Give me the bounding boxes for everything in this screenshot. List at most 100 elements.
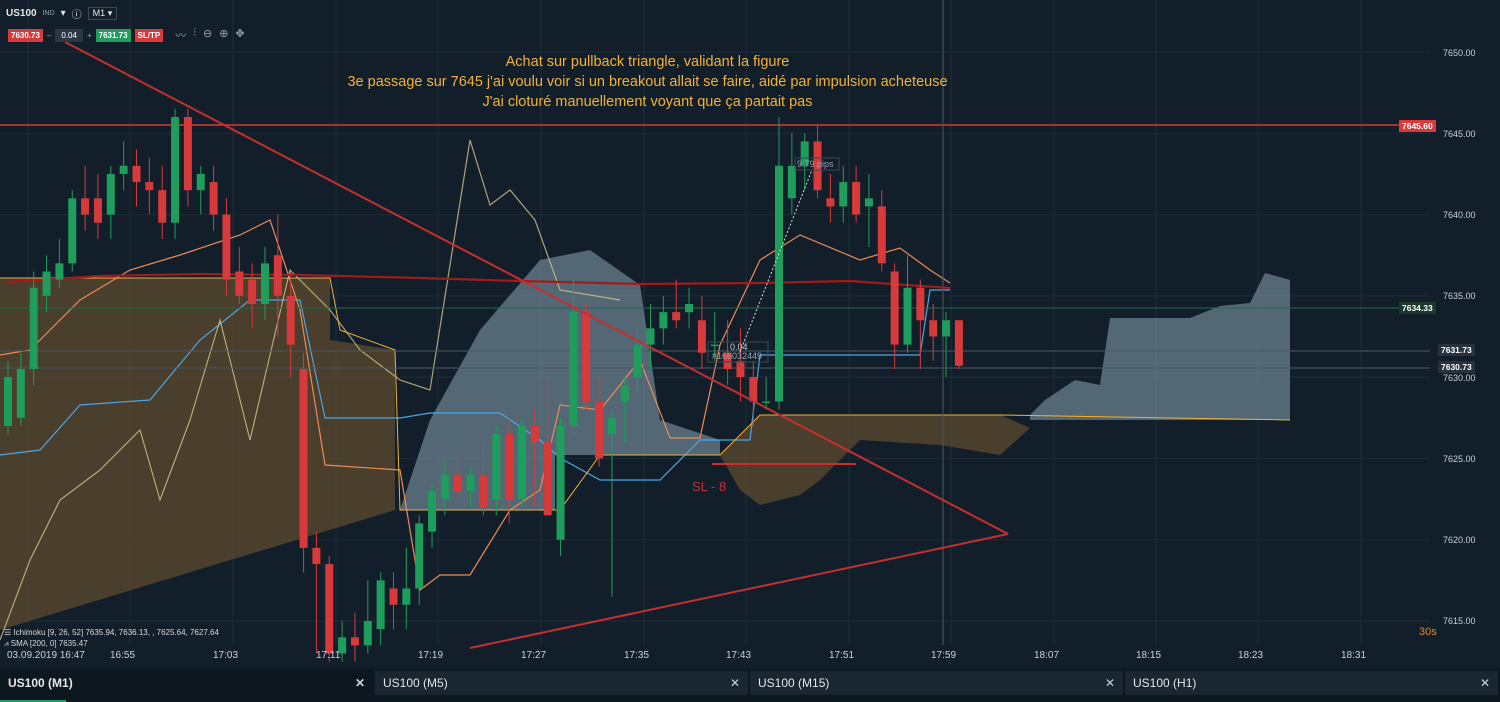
x-axis-label: 17:27 <box>521 650 547 661</box>
sma-legend[interactable]: ⩘ SMA [200, 0] 7635.47 <box>4 639 88 648</box>
tab-label: US100 (H1) <box>1133 676 1197 690</box>
x-axis-label: 17:03 <box>213 650 239 661</box>
tab-label: US100 (M15) <box>758 676 830 690</box>
candle-body <box>479 474 488 508</box>
tab-us100-m15[interactable]: US100 (M15) ✕ <box>750 671 1123 695</box>
trendline-lower <box>469 533 1009 649</box>
timeframe-select[interactable]: M1 ▾ <box>87 7 118 20</box>
buy-button[interactable]: 7631.73 <box>95 28 131 42</box>
candle-body <box>890 271 899 345</box>
active-tab-indicator <box>0 700 66 702</box>
candle-body <box>363 621 372 646</box>
x-axis-label: 18:15 <box>1136 650 1162 661</box>
candle-body <box>350 637 359 646</box>
candle-countdown: 30s <box>1419 626 1437 638</box>
candle-body <box>209 182 218 215</box>
candle-body <box>826 198 835 207</box>
x-axis-label: 17:51 <box>829 650 855 661</box>
ichimoku-cloud-bullish <box>400 250 720 510</box>
sma-price-tag: 7634.33 <box>1399 302 1436 314</box>
candle-body <box>93 198 102 223</box>
candle-body <box>813 141 822 191</box>
candle-body <box>929 320 938 337</box>
close-icon[interactable]: ✕ <box>729 676 740 690</box>
candle-body <box>158 190 167 223</box>
pips-box <box>794 157 840 171</box>
plus-button[interactable]: + <box>86 30 92 40</box>
candle-body <box>261 263 269 304</box>
chart-toolbar: US100 IND ▾ ⓘ M1 ▾ <box>6 6 118 21</box>
candle-body <box>710 344 719 347</box>
ask-price-tag: 7631.73 <box>1438 344 1475 356</box>
y-axis-label: 7625.00 <box>1443 454 1476 464</box>
y-axis-label: 7620.00 <box>1443 535 1476 545</box>
order-size-label: 0.04 <box>730 342 748 352</box>
candle-body <box>800 141 809 166</box>
candle-body <box>518 425 526 500</box>
close-icon[interactable]: ✕ <box>1104 676 1115 690</box>
candle-body <box>248 279 257 304</box>
zoom-in-icon[interactable]: ⊕ <box>219 28 229 40</box>
tab-us100-m5[interactable]: US100 (M5) ✕ <box>375 671 748 695</box>
y-axis-label: 7645.00 <box>1443 129 1476 139</box>
minus-button[interactable]: – <box>46 30 52 40</box>
chart-area[interactable]: 9.79 pips 0.04 #166032449 <box>0 0 1500 668</box>
ichimoku-cloud-bearish <box>720 415 1030 505</box>
symbol-label[interactable]: US100 <box>6 8 37 19</box>
timeframe-label: M1 <box>92 8 106 18</box>
candle-body <box>389 588 398 605</box>
quantity-field[interactable]: 0.04 <box>55 28 83 42</box>
tab-us100-h1[interactable]: US100 (H1) ✕ <box>1125 671 1498 695</box>
candle-body <box>852 182 861 215</box>
y-axis-label: 7650.00 <box>1443 48 1476 58</box>
info-icon[interactable]: ⓘ <box>71 10 82 21</box>
pips-label: 9.79 pips <box>797 159 834 169</box>
x-axis-label: 16:55 <box>110 650 136 661</box>
candle-body <box>68 198 77 264</box>
y-axis-label: 7615.00 <box>1443 616 1476 626</box>
x-axis-label: 18:23 <box>1238 650 1264 661</box>
candle-body <box>569 312 578 426</box>
candle-body <box>466 474 475 491</box>
annotation-line-1: Achat sur pullback triangle, validant la… <box>505 54 790 70</box>
tab-us100-m1[interactable]: US100 (M1) ✕ <box>0 671 373 695</box>
sell-button[interactable]: 7630.73 <box>8 28 43 42</box>
candle-body <box>839 182 848 207</box>
candle-body <box>376 580 385 630</box>
candle-body <box>607 417 616 435</box>
order-id-label: #166032449 <box>712 351 762 361</box>
ichimoku-legend-text: Ichimoku [9, 26, 52] 7635.94, 7636.13, ,… <box>13 628 219 637</box>
candle-body <box>415 523 424 589</box>
candle-body <box>736 360 745 378</box>
market-label: IND <box>42 10 55 17</box>
x-axis-label: 18:31 <box>1341 650 1367 661</box>
candle-body <box>338 637 347 654</box>
sltp-button[interactable]: SL/TP <box>134 28 164 42</box>
bid-price-tag: 7630.73 <box>1438 361 1475 373</box>
trendline-upper <box>64 41 1009 535</box>
candle-body <box>29 287 38 370</box>
resistance-price-tag: 7645.60 <box>1399 120 1436 132</box>
order-box <box>707 341 769 363</box>
zoom-out-icon[interactable]: ⊖ <box>202 28 213 40</box>
symbol-dropdown-icon[interactable]: ▾ <box>60 8 66 19</box>
ichimoku-legend[interactable]: ☰ Ichimoku [9, 26, 52] 7635.94, 7636.13,… <box>4 628 219 637</box>
candle-body <box>428 490 437 532</box>
candle-body <box>106 173 115 215</box>
candle-body <box>325 564 334 654</box>
chart-type-icon[interactable]: 〰 <box>175 30 187 42</box>
trade-path-line <box>739 169 813 353</box>
x-axis-label: 03.09.2019 16:47 <box>7 650 85 661</box>
sl-label: SL - 8 <box>692 479 727 494</box>
x-axis-label: 18:07 <box>1034 650 1060 661</box>
candle-body <box>775 165 783 402</box>
candle-body <box>440 474 449 500</box>
close-icon[interactable]: ✕ <box>354 676 365 690</box>
close-icon[interactable]: ✕ <box>1479 676 1490 690</box>
indicators-icon[interactable]: ⫶ <box>193 27 196 39</box>
crosshair-icon[interactable]: ✥ <box>235 28 245 40</box>
candle-body <box>620 385 629 402</box>
chart-tools: 〰 ⫶ ⊖ ⊕ ✥ <box>175 27 244 43</box>
candle-body <box>235 271 244 296</box>
